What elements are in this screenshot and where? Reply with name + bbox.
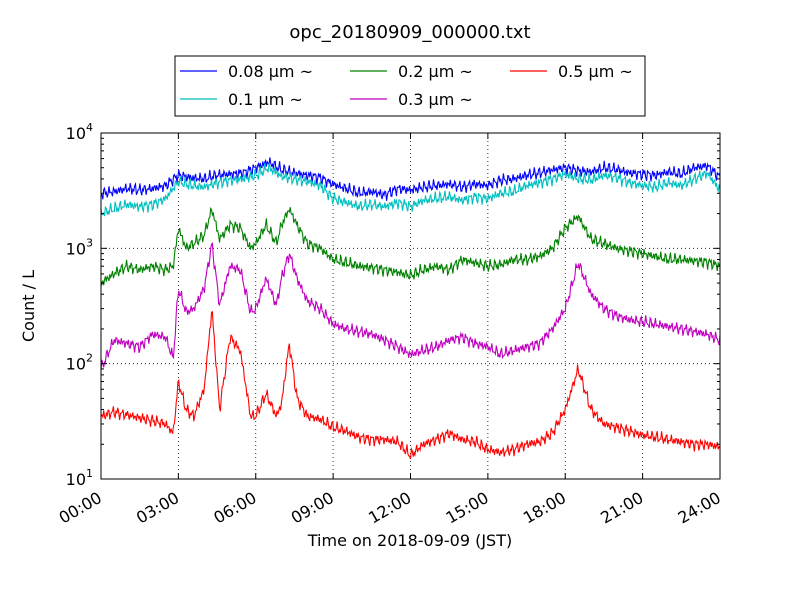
x-tick-label: 15:00	[442, 488, 491, 528]
legend-label: 0.2 μm ~	[398, 62, 473, 81]
chart-title: opc_20180909_000000.txt	[289, 22, 530, 43]
x-tick-label: 18:00	[520, 488, 569, 528]
legend-box	[174, 55, 646, 117]
legend-label: 0.1 μm ~	[228, 90, 303, 109]
y-tick-label: 103	[66, 236, 93, 258]
legend-label: 0.5 μm ~	[558, 62, 633, 81]
legend-label: 0.3 μm ~	[398, 90, 473, 109]
y-tick-base: 10	[66, 124, 86, 143]
series-line	[100, 242, 721, 371]
x-tick-label: 21:00	[597, 488, 646, 528]
legend-label: 0.08 μm ~	[228, 62, 313, 81]
y-tick-exponent: 3	[86, 236, 93, 249]
y-tick-label: 102	[66, 352, 93, 374]
x-tick-label: 06:00	[210, 488, 259, 528]
series-line	[100, 310, 721, 460]
y-tick-label: 104	[66, 121, 93, 143]
x-tick-label: 03:00	[133, 488, 182, 528]
x-tick-label: 12:00	[365, 488, 414, 528]
x-tick-label: 24:00	[675, 488, 724, 528]
x-tick-label: 00:00	[56, 488, 105, 528]
x-tick-label: 09:00	[288, 488, 337, 528]
y-tick-base: 10	[66, 239, 86, 258]
y-tick-exponent: 4	[86, 121, 93, 134]
y-axis-label: Count / L	[19, 270, 38, 342]
series-line	[100, 163, 721, 217]
series-line	[100, 157, 721, 201]
y-tick-base: 10	[66, 470, 86, 489]
x-axis-label: Time on 2018-09-09 (JST)	[307, 531, 512, 550]
series-lines	[100, 157, 721, 460]
y-tick-exponent: 1	[86, 467, 93, 480]
x-axis: 00:00 03:00 06:00 09:00 12:00 15:00 18:00 21:00…	[56, 133, 724, 528]
y-tick-exponent: 2	[86, 352, 93, 365]
y-tick-label: 101	[66, 467, 93, 489]
y-tick-base: 10	[66, 355, 86, 374]
series-line	[100, 206, 721, 287]
legend: 0.08 μm ~ 0.1 μm ~ 0.2 μm ~ 0.3 μm ~ 0.5 μm …	[174, 55, 646, 117]
